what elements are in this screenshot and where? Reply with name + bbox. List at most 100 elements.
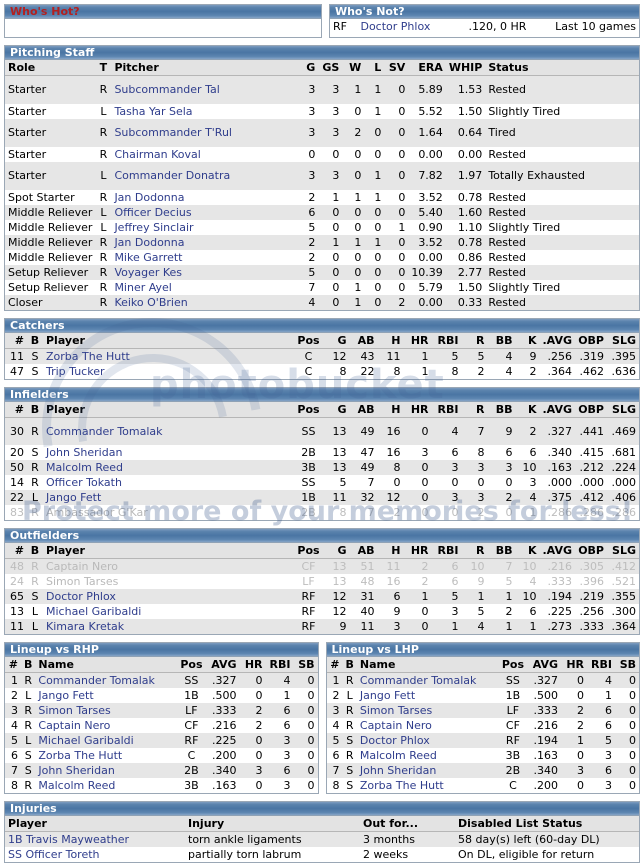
column-header[interactable]: Status	[485, 60, 639, 76]
player-link[interactable]: Jango Fett	[46, 491, 102, 504]
table-row[interactable]: Starter R Subcommander T'Rul 3 3 2 0 0 1.64 0.64 T…	[5, 118, 639, 147]
column-header[interactable]: SB	[293, 657, 318, 673]
column-header[interactable]: Disabled List Status	[455, 816, 639, 832]
column-header[interactable]: AB	[349, 401, 378, 418]
column-header[interactable]: HR	[403, 332, 432, 349]
player-name[interactable]: Michael Garibaldi	[35, 733, 178, 748]
player-link[interactable]: Malcolm Reed	[38, 779, 116, 792]
column-header[interactable]: GS	[318, 60, 343, 76]
table-row[interactable]: 5 S Doctor Phlox RF .194 1 5 0	[326, 733, 639, 748]
player-name[interactable]: Captain Nero	[35, 718, 178, 733]
player-name[interactable]: Officer Tokath	[43, 475, 294, 490]
column-header[interactable]: Pitcher	[111, 60, 297, 76]
player-name[interactable]: Simon Tarses	[35, 703, 178, 718]
table-row[interactable]: 83 R Ambassador G'Kar 2B 8 7 2 0 0 2 0 1.286.286.28…	[5, 505, 639, 520]
column-header[interactable]: SLG	[607, 332, 639, 349]
column-header[interactable]: K	[515, 332, 540, 349]
column-header[interactable]: SLG	[607, 543, 639, 559]
player-link[interactable]: Simon Tarses	[359, 704, 433, 717]
player-name[interactable]: Zorba The Hutt	[43, 348, 294, 364]
player-name[interactable]: Doctor Phlox	[43, 589, 294, 604]
player-link[interactable]: Miner Ayel	[114, 280, 172, 294]
column-header[interactable]: K	[515, 543, 540, 559]
player-name[interactable]: Commander Tomalak	[356, 672, 499, 688]
table-row[interactable]: Starter L Tasha Yar Sela 3 3 0 1 0 5.52 1.50 Sligh…	[5, 103, 639, 119]
column-header[interactable]: L	[364, 60, 385, 76]
pitcher-name[interactable]: Voyager Kes	[111, 264, 297, 280]
column-header[interactable]: #	[5, 657, 21, 673]
player-link[interactable]: Malcolm Reed	[359, 749, 437, 762]
table-row[interactable]: 1 R Commander Tomalak SS .327 0 4 0	[5, 672, 318, 688]
player-link[interactable]: Michael Garibaldi	[46, 605, 142, 618]
column-header[interactable]: B	[342, 657, 357, 673]
table-row[interactable]: 7 S John Sheridan 2B .340 3 6 0	[5, 763, 318, 778]
pitcher-name[interactable]: Chairman Koval	[111, 146, 297, 162]
pitcher-name[interactable]: Commander Donatra	[111, 161, 297, 190]
table-row[interactable]: Starter R Subcommander Tal 3 3 1 1 0 5.89 1.53 Res…	[5, 75, 639, 104]
player-link[interactable]: Jango Fett	[38, 689, 94, 702]
player-name[interactable]: Zorba The Hutt	[356, 778, 499, 793]
player-link[interactable]: Subcommander Tal	[114, 83, 220, 97]
pitcher-name[interactable]: Jan Dodonna	[111, 189, 297, 205]
player-link[interactable]: 1B Travis Mayweather	[8, 833, 130, 846]
column-header[interactable]: Name	[35, 657, 178, 673]
player-link[interactable]: Michael Garibaldi	[38, 734, 134, 747]
player-link[interactable]: Trip Tucker	[46, 364, 105, 378]
table-row[interactable]: Middle Reliever L Jeffrey Sinclair 5 0 0 0 1 0.9…	[5, 219, 639, 235]
column-header[interactable]: AB	[349, 543, 378, 559]
player-name[interactable]: Doctor Phlox	[356, 733, 499, 748]
player-link[interactable]: Commander Tomalak	[359, 674, 477, 687]
column-header[interactable]: K	[515, 401, 540, 418]
table-row[interactable]: 24 R Simon Tarses LF 13 48 16 2 6 9 5 4.333.396.521	[5, 574, 639, 589]
column-header[interactable]: OBP	[575, 543, 607, 559]
player-link[interactable]: Ambassador G'Kar	[46, 506, 148, 519]
column-header[interactable]: Role	[5, 60, 96, 76]
column-header[interactable]: Player	[43, 332, 294, 349]
table-row[interactable]: Setup Reliever R Miner Ayel 7 0 1 0 0 5.79 1.50 Sl…	[5, 279, 639, 295]
column-header[interactable]: .AVG	[539, 332, 575, 349]
table-row[interactable]: 47 S Trip Tucker C 8 22 8 1 8 2 4 2.364.462.636	[5, 363, 639, 379]
injured-player[interactable]: 1B Travis Mayweather	[5, 831, 185, 847]
injured-player[interactable]: SS Officer Toreth	[5, 847, 185, 862]
player-name[interactable]: John Sheridan	[35, 763, 178, 778]
player-link[interactable]: Malcolm Reed	[46, 461, 123, 474]
table-row[interactable]: 11 L Kimara Kretak RF 9 11 3 0 1 4 1 1.273.333.364	[5, 619, 639, 634]
pitcher-name[interactable]: Tasha Yar Sela	[111, 103, 297, 119]
table-row[interactable]: 1B Travis Mayweather torn ankle ligaments…	[5, 831, 639, 847]
column-header[interactable]: R	[461, 332, 488, 349]
column-header[interactable]: Pos	[293, 332, 324, 349]
player-name[interactable]: Malcolm Reed	[35, 778, 178, 793]
player-link[interactable]: Jango Fett	[359, 689, 416, 702]
table-row[interactable]: 11 S Zorba The Hutt C 12 43 11 1 5 5 4 9.256.319.39…	[5, 348, 639, 364]
player-link[interactable]: John Sheridan	[38, 764, 115, 777]
player-name[interactable]: Trip Tucker	[43, 363, 294, 379]
table-row[interactable]: 22 L Jango Fett 1B 11 32 12 0 3 3 2 4.375.412.406	[5, 490, 639, 505]
player-name[interactable]: Kimara Kretak	[43, 619, 294, 634]
column-header[interactable]: B	[27, 332, 43, 349]
column-header[interactable]: G	[323, 543, 350, 559]
player-name[interactable]: Ambassador G'Kar	[43, 505, 294, 520]
player-name[interactable]: Captain Nero	[43, 558, 294, 574]
player-name[interactable]: Zorba The Hutt	[35, 748, 178, 763]
column-header[interactable]: RBI	[431, 543, 462, 559]
column-header[interactable]: AVG	[205, 657, 240, 673]
column-header[interactable]: RBI	[587, 657, 615, 673]
player-name[interactable]: Michael Garibaldi	[43, 604, 294, 619]
player-link[interactable]: Simon Tarses	[46, 575, 119, 588]
hotnot-player[interactable]: Doctor Phlox	[357, 19, 466, 34]
column-header[interactable]: WHIP	[445, 60, 486, 76]
column-header[interactable]: HR	[239, 657, 266, 673]
player-name[interactable]: Malcolm Reed	[43, 460, 294, 475]
table-row[interactable]: 5 L Michael Garibaldi RF .225 0 3 0	[5, 733, 318, 748]
player-name[interactable]: John Sheridan	[43, 445, 294, 460]
pitcher-name[interactable]: Officer Decius	[111, 204, 297, 220]
column-header[interactable]: B	[27, 401, 43, 418]
table-row[interactable]: 7 S John Sheridan 2B .340 3 6 0	[326, 763, 639, 778]
pitcher-name[interactable]: Keiko O'Brien	[111, 294, 297, 310]
player-link[interactable]: Doctor Phlox	[360, 20, 431, 33]
column-header[interactable]: RBI	[265, 657, 294, 673]
column-header[interactable]: Out for...	[360, 816, 455, 832]
player-link[interactable]: Captain Nero	[46, 560, 118, 573]
table-row[interactable]: 3 R Simon Tarses LF .333 2 6 0	[326, 703, 639, 718]
player-link[interactable]: Commander Tomalak	[46, 424, 163, 438]
